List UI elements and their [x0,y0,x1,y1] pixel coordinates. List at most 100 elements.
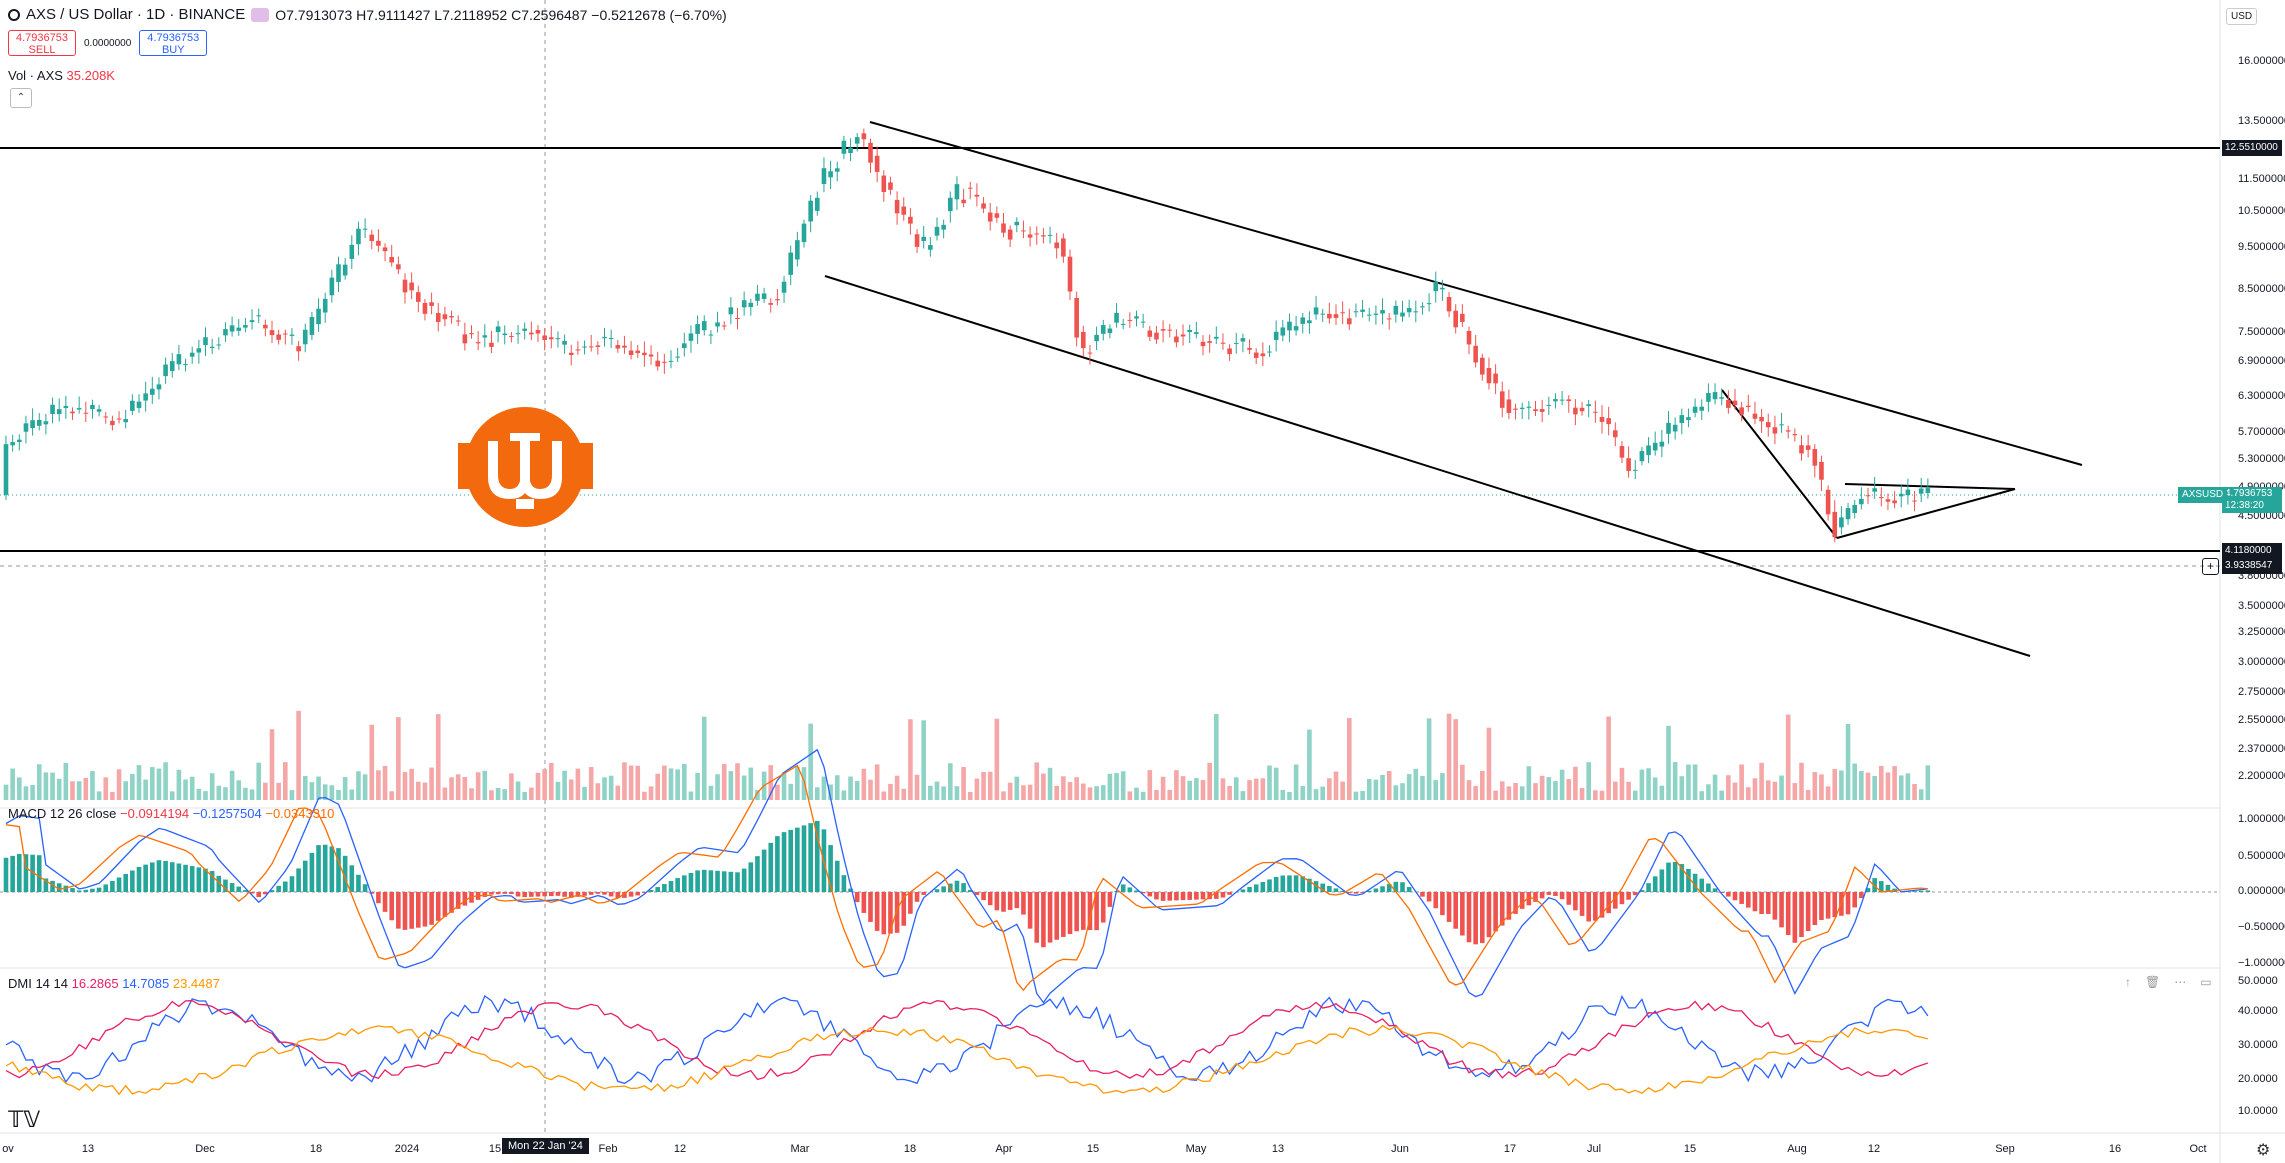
volume-bar [1752,778,1758,800]
candle [967,187,973,189]
volume-bar [1014,776,1020,800]
volume-bar [1546,777,1552,800]
macd-hist-bar [775,836,780,892]
volume-bar [1340,781,1345,800]
maximize-icon[interactable]: ▭ [2200,975,2212,989]
macd-hist-bar [555,892,561,896]
candle [1852,504,1857,513]
move-up-icon[interactable]: ↑ [2125,975,2131,989]
volume-bar [715,774,720,800]
macd-hist-bar [1227,892,1232,895]
candle [1606,418,1611,425]
volume-bar [1805,789,1811,800]
candle [103,416,109,418]
candle [1912,500,1917,502]
candle [834,168,840,172]
macd-hist-bar [163,860,168,892]
volume-bar [675,769,680,800]
macd-hist-bar [1320,883,1325,892]
macd-hist-bar [1619,892,1625,905]
macd-hist-bar [1041,892,1046,948]
volume-bar [1553,781,1558,800]
macd-hist-bar [1925,890,1931,892]
more-icon[interactable]: ⋯ [2174,975,2187,989]
volume-bar [429,767,434,800]
candle [136,401,142,408]
candle [110,420,115,426]
tradingview-logo[interactable]: 𝕋𝕍 [8,1107,41,1132]
volume-bar [655,773,660,800]
macd-hist-bar [63,885,69,892]
sell-button[interactable]: 4.7936753 SELL [8,30,76,56]
volume-bar [934,781,940,800]
volume-bar [1825,786,1831,800]
candle [96,409,102,412]
macd-hist-bar [1253,884,1259,892]
candle [662,361,667,363]
macd-hist-bar [1672,861,1678,892]
volume-bar [229,770,235,800]
macd-hist-bar [1147,892,1153,897]
macd-hist-bar [1613,892,1618,909]
candle [1021,230,1026,232]
volume-bar [562,770,567,800]
volume-bar [1393,785,1399,800]
gear-icon[interactable]: ⚙ [2256,1142,2271,1159]
volume-bar [36,764,42,800]
candle [156,384,162,390]
candle [1180,334,1186,337]
volume-bar [682,763,687,800]
candle [1154,332,1159,340]
macd-hist-bar [203,868,208,892]
macd-tick: 0.0000000 [2238,885,2285,897]
macd-hist-bar [1599,892,1605,918]
macd-hist-bar [1174,892,1179,901]
macd-hist-bar [1832,892,1838,918]
macd-hist-bar [1812,892,1818,926]
macd-hist-bar [1220,892,1226,898]
macd-hist-bar [1067,892,1073,935]
volume-bar [283,762,288,800]
symbol-title[interactable]: AXS / US Dollar · 1D · BINANCE [26,6,246,23]
volume-bar [1214,713,1219,800]
macd-hist-bar [1739,892,1744,904]
volume-bar [1539,775,1545,800]
candle [243,325,248,328]
volume-bar [316,776,321,800]
add-order-icon[interactable]: + [2202,558,2219,575]
candle [1200,341,1206,347]
candle [402,279,408,293]
macd-hist-bar [908,892,913,914]
volume-bar [1519,786,1525,800]
volume-bar [1892,766,1897,800]
candle [1473,345,1478,363]
macd-hist-bar [469,892,474,903]
volume-bar [1599,790,1605,800]
volume-bar [382,765,388,800]
macd-hist-bar [934,889,940,892]
candle [715,322,720,327]
collapse-legend-button[interactable]: ⌃ [10,88,32,108]
time-tick: ov [2,1143,14,1155]
price-tick: 6.3000000 [2238,390,2285,402]
candle [1513,408,1518,410]
currency-selector[interactable]: USD [2226,8,2258,25]
volume-bar [1426,718,1432,800]
volume-bar [701,716,707,800]
time-tick: 13 [81,1143,95,1155]
candle [642,352,647,356]
volume-bar [349,789,355,800]
buy-button[interactable]: 4.7936753 BUY [139,30,208,56]
macd-tick: −1.0000000 [2238,957,2285,969]
macd-hist-bar [1746,892,1751,908]
candle [894,199,900,214]
macd-hist-bar [1021,892,1026,915]
market-status-icon[interactable] [251,7,270,22]
candle [1460,313,1465,322]
delete-icon[interactable]: 🗑 [2145,975,2161,989]
candle [1140,321,1146,323]
macd-hist-bar [1879,881,1884,892]
volume-bar [881,791,887,800]
candle [1127,319,1133,321]
